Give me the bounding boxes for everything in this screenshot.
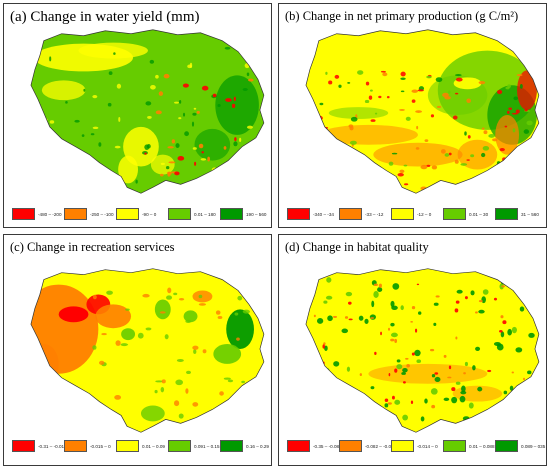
legend-item: 0.01 – 0.088 bbox=[443, 440, 495, 452]
legend-swatch bbox=[495, 208, 518, 220]
legend-label: -480 – -200 bbox=[38, 211, 62, 217]
legend-item: -12 – 0 bbox=[391, 208, 431, 220]
legend-label: -0.35 – -0.083 bbox=[313, 443, 342, 449]
legend-item: -90 – 0 bbox=[116, 208, 156, 220]
panel-b-title: (b) Change in net primary production (g … bbox=[285, 9, 519, 23]
legend-swatch bbox=[116, 440, 139, 452]
map-b bbox=[305, 29, 540, 194]
legend-label: -0.015 – 0 bbox=[90, 443, 111, 449]
panel-d: (d) Change in habitat quality -0.35 – -0… bbox=[278, 234, 547, 466]
legend-swatch bbox=[168, 440, 191, 452]
legend-swatch bbox=[443, 208, 466, 220]
legend-swatch bbox=[391, 208, 414, 220]
legend-swatch bbox=[12, 208, 35, 220]
map-c bbox=[30, 268, 265, 433]
map-a bbox=[30, 29, 265, 194]
legend-swatch bbox=[220, 440, 243, 452]
legend-swatch bbox=[64, 208, 87, 220]
panel-a: (a) Change in water yield (mm) -480 – -2… bbox=[3, 3, 272, 228]
legend-swatch bbox=[12, 440, 35, 452]
legend-swatch bbox=[116, 208, 139, 220]
legend-label: -0.31 – -0.016 bbox=[38, 443, 67, 449]
legend-item: 0.01 – 0.09 bbox=[116, 440, 165, 452]
legend-label: 31 – 560 bbox=[521, 211, 539, 217]
legend-label: -33 – -12 bbox=[365, 211, 384, 217]
legend-swatch bbox=[287, 440, 310, 452]
legend-label: -0.082 – -0.015 bbox=[365, 443, 397, 449]
legend-item: 0.089 – 035 bbox=[495, 440, 545, 452]
legend-b: -340 – -34 -33 – -12 -12 – 0 0.01 – 30 31 – … bbox=[279, 208, 546, 224]
legend-item: -0.015 – 0 bbox=[64, 440, 111, 452]
legend-swatch bbox=[220, 208, 243, 220]
legend-item: -0.014 – 0 bbox=[391, 440, 438, 452]
legend-label: 0.01 – 180 bbox=[194, 211, 216, 217]
legend-swatch bbox=[64, 440, 87, 452]
legend-swatch bbox=[443, 440, 466, 452]
map-d bbox=[305, 268, 540, 433]
legend-item: -0.35 – -0.083 bbox=[287, 440, 342, 452]
legend-label: -340 – -34 bbox=[313, 211, 334, 217]
legend-item: -33 – -12 bbox=[339, 208, 383, 220]
legend-label: 0.091 – 0.15 bbox=[194, 443, 220, 449]
legend-label: -12 – 0 bbox=[417, 211, 432, 217]
legend-a: -480 – -200 -250 – -100 -90 – 0 0.01 – 180 1… bbox=[4, 208, 271, 224]
legend-item: 0.16 – 0.29 bbox=[220, 440, 269, 452]
legend-swatch bbox=[495, 440, 518, 452]
panel-b: (b) Change in net primary production (g … bbox=[278, 3, 547, 228]
region-base bbox=[305, 268, 539, 433]
legend-swatch bbox=[287, 208, 310, 220]
legend-item: 0.01 – 30 bbox=[443, 208, 488, 220]
panel-c: (c) Change in recreation services -0.31 … bbox=[3, 234, 272, 466]
legend-swatch bbox=[339, 208, 362, 220]
legend-label: 0.16 – 0.29 bbox=[246, 443, 269, 449]
legend-label: 190 – 560 bbox=[246, 211, 267, 217]
legend-label: 0.089 – 035 bbox=[521, 443, 546, 449]
legend-item: -480 – -200 bbox=[12, 208, 62, 220]
legend-item: 0.091 – 0.15 bbox=[168, 440, 220, 452]
panel-c-title: (c) Change in recreation services bbox=[10, 240, 175, 254]
legend-swatch bbox=[168, 208, 191, 220]
legend-item: -0.082 – -0.015 bbox=[339, 440, 396, 452]
legend-label: 0.01 – 0.09 bbox=[142, 443, 165, 449]
legend-item: -0.31 – -0.016 bbox=[12, 440, 67, 452]
legend-label: -90 – 0 bbox=[142, 211, 157, 217]
legend-item: 0.01 – 180 bbox=[168, 208, 216, 220]
legend-item: 31 – 560 bbox=[495, 208, 539, 220]
legend-swatch bbox=[391, 440, 414, 452]
legend-label: -0.014 – 0 bbox=[417, 443, 438, 449]
legend-label: 0.01 – 0.088 bbox=[469, 443, 495, 449]
legend-d: -0.35 – -0.083 -0.082 – -0.015 -0.014 – 0 0… bbox=[279, 440, 546, 456]
legend-item: 190 – 560 bbox=[220, 208, 266, 220]
legend-label: -250 – -100 bbox=[90, 211, 114, 217]
legend-c: -0.31 – -0.016 -0.015 – 0 0.01 – 0.09 0.091… bbox=[4, 440, 271, 456]
legend-item: -250 – -100 bbox=[64, 208, 114, 220]
legend-label: 0.01 – 30 bbox=[469, 211, 489, 217]
panel-d-title: (d) Change in habitat quality bbox=[285, 240, 429, 254]
legend-swatch bbox=[339, 440, 362, 452]
legend-item: -340 – -34 bbox=[287, 208, 334, 220]
panel-a-title: (a) Change in water yield (mm) bbox=[10, 9, 200, 25]
